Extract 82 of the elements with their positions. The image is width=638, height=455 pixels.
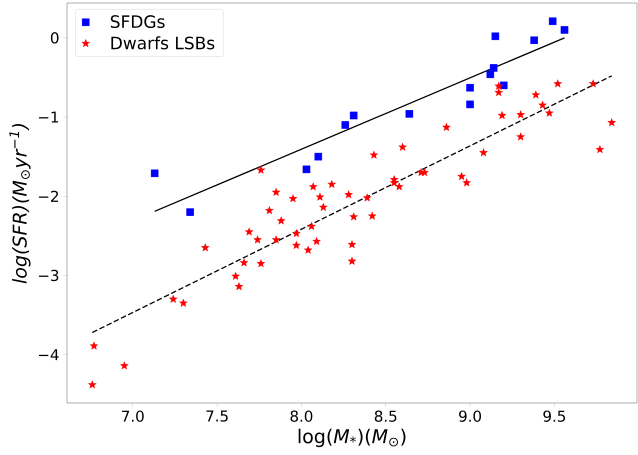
point [494, 88, 503, 96]
point [344, 190, 353, 198]
point [328, 180, 336, 188]
point [309, 182, 318, 190]
legend-label: SFDGs [110, 15, 165, 28]
point [276, 216, 286, 224]
legend-label: Dwarfs LSBs [111, 36, 214, 50]
point [596, 145, 604, 154]
y-axis-title: log(SFR)(M$_{⊙}$yr$^{−1}$) [9, 124, 31, 284]
point [169, 294, 178, 303]
point [272, 235, 280, 244]
point [90, 342, 98, 350]
point [234, 282, 244, 290]
y-tick-label: −2 [38, 190, 58, 202]
point [256, 259, 266, 268]
point [349, 212, 358, 220]
point [186, 208, 194, 216]
point [314, 152, 322, 160]
point [179, 298, 188, 307]
point [292, 229, 301, 238]
x-tick-label: 8.0 [290, 410, 312, 422]
point [120, 361, 129, 370]
point [370, 150, 378, 159]
x-tick-label: 8.5 [374, 410, 396, 422]
y-tick-label: −4 [38, 349, 59, 360]
y-tick-label: −3 [38, 270, 58, 282]
point [256, 166, 266, 174]
point [201, 243, 210, 252]
point [341, 121, 350, 129]
y-tick-label: −1 [38, 112, 58, 123]
point [350, 112, 358, 120]
point [457, 172, 466, 180]
point [548, 17, 556, 26]
point [492, 32, 500, 40]
x-tick-label: 9.0 [459, 410, 481, 422]
point [302, 166, 310, 174]
point [532, 90, 540, 98]
point [390, 175, 398, 184]
x-tick-label: 7.5 [206, 410, 228, 422]
point [442, 122, 451, 131]
point [348, 256, 356, 265]
point [253, 235, 262, 244]
x-tick-label: 9.5 [543, 410, 565, 422]
point [516, 132, 525, 140]
point [348, 240, 356, 248]
point [494, 82, 503, 90]
point [560, 26, 568, 34]
point [316, 192, 324, 201]
point [319, 202, 328, 211]
point [554, 79, 562, 88]
point [88, 380, 96, 388]
point [244, 228, 254, 236]
point [307, 222, 316, 230]
point [231, 272, 240, 280]
point [272, 188, 280, 196]
y-tick-label: 0 [50, 32, 58, 44]
point [545, 108, 554, 117]
point [150, 169, 158, 178]
point [462, 178, 471, 186]
point [498, 111, 506, 120]
point [490, 64, 498, 72]
point [588, 79, 598, 88]
point [538, 100, 547, 109]
point [304, 246, 312, 254]
point [466, 100, 474, 108]
point [292, 240, 301, 249]
point [368, 212, 376, 220]
point [530, 36, 538, 44]
point [265, 206, 274, 214]
point [406, 110, 414, 118]
point [362, 193, 372, 202]
point [516, 110, 525, 118]
point [398, 142, 407, 151]
point [479, 148, 488, 156]
point [395, 182, 404, 190]
point [240, 258, 248, 266]
x-tick-label: 7.0 [122, 410, 144, 422]
point [608, 118, 616, 126]
x-axis-title: log(M$_{*}$)(M$_{⊙}$) [298, 428, 406, 448]
point [466, 84, 474, 92]
point [312, 237, 321, 246]
point [288, 194, 298, 202]
